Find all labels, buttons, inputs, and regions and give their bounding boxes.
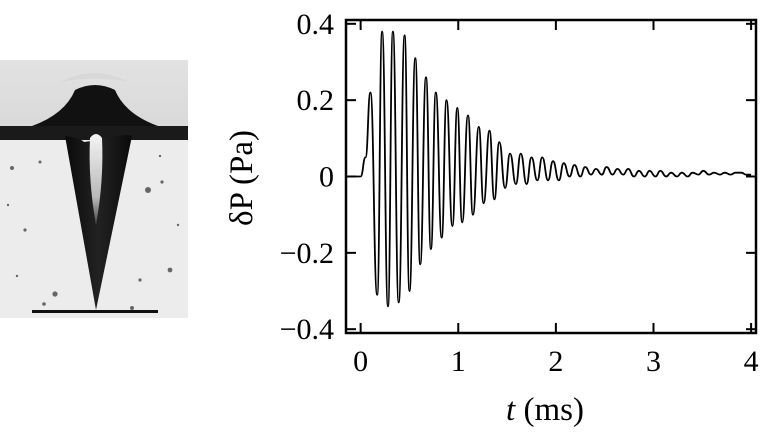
y-tick-label: −0.4 [280,313,334,346]
x-axis-label: t (ms) [506,392,584,428]
y-tick-label: −0.2 [280,237,334,270]
x-tick-label: 3 [646,345,661,378]
drop-impact-photo [0,60,188,318]
x-tick-label: 4 [744,345,759,378]
x-tick-label: 1 [451,345,466,378]
y-axis-label: δP (Pa) [224,130,260,226]
series-line [350,30,752,308]
axis-ticks [346,20,756,333]
x-tick-label: 0 [353,345,368,378]
y-tick-label: 0.4 [297,8,335,41]
tick-labels: 0 1 2 3 4 −0.4 −0.2 0 0.2 0.4 [280,8,759,378]
x-tick-label: 2 [548,345,563,378]
y-tick-label: 0 [319,161,334,194]
y-tick-label: 0.2 [297,84,335,117]
